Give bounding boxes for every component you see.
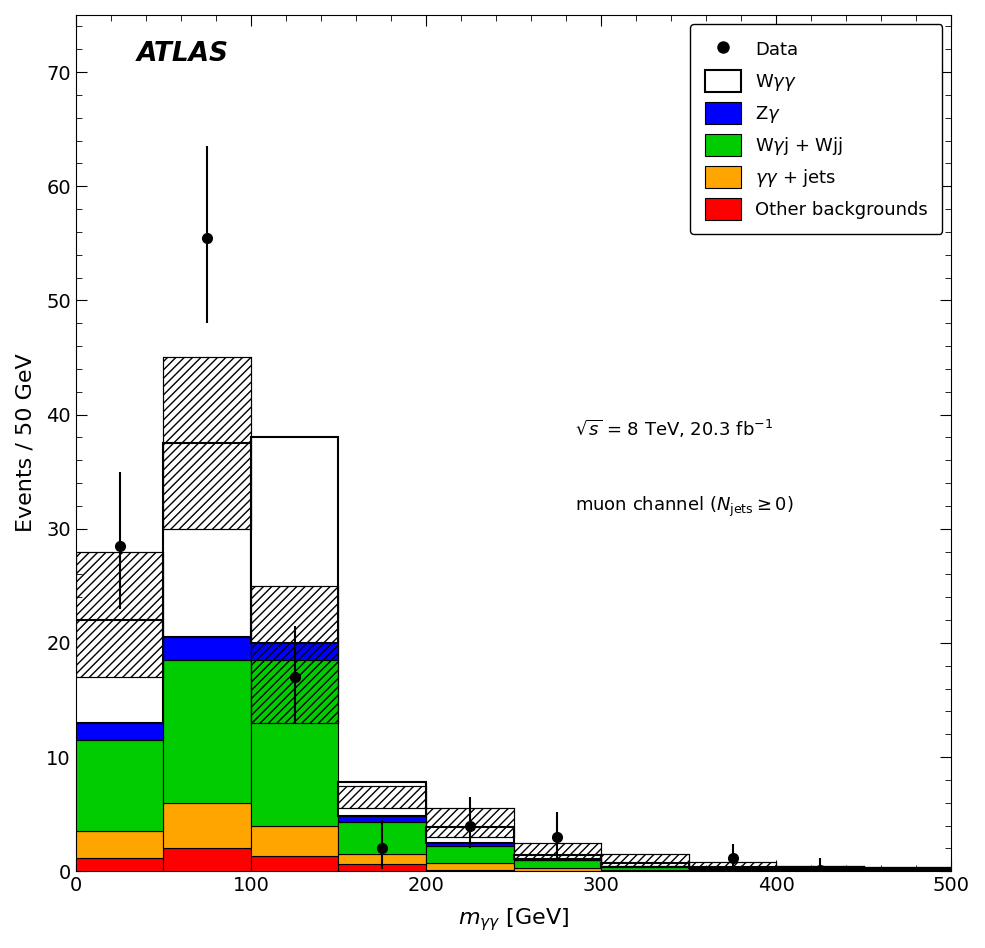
Bar — [513, 859, 601, 861]
Bar — [76, 831, 164, 858]
Bar — [513, 855, 601, 859]
Bar — [427, 809, 513, 837]
Bar — [339, 854, 427, 865]
Bar — [164, 848, 251, 871]
Bar — [251, 856, 339, 871]
Bar — [427, 846, 513, 863]
Bar — [601, 864, 689, 866]
Bar — [164, 803, 251, 848]
Bar — [601, 869, 689, 870]
Bar — [776, 866, 864, 869]
Bar — [689, 862, 776, 869]
Bar — [513, 868, 601, 870]
Bar — [427, 869, 513, 871]
Bar — [76, 740, 164, 831]
X-axis label: $m_{\gamma\gamma}$ [GeV]: $m_{\gamma\gamma}$ [GeV] — [458, 906, 569, 933]
Bar — [76, 722, 164, 740]
Text: ATLAS: ATLAS — [137, 41, 230, 66]
Bar — [164, 443, 251, 637]
Bar — [776, 869, 864, 870]
Bar — [164, 357, 251, 529]
Bar — [601, 854, 689, 866]
Text: $\sqrt{s}$ = 8 TeV, 20.3 fb$^{-1}$: $\sqrt{s}$ = 8 TeV, 20.3 fb$^{-1}$ — [575, 417, 773, 440]
Bar — [251, 643, 339, 660]
Bar — [689, 867, 776, 868]
Bar — [601, 867, 689, 869]
Bar — [251, 660, 339, 826]
Bar — [251, 586, 339, 722]
Bar — [513, 843, 601, 860]
Bar — [251, 437, 339, 643]
Bar — [776, 867, 864, 868]
Bar — [76, 552, 164, 677]
Bar — [76, 858, 164, 871]
Bar — [339, 865, 427, 871]
Bar — [427, 844, 513, 846]
Legend: Data, W$\gamma\gamma$, Z$\gamma$, W$\gamma$j + Wjj, $\gamma\gamma$ + jets, Other: Data, W$\gamma\gamma$, Z$\gamma$, W$\gam… — [690, 24, 943, 234]
Bar — [339, 816, 427, 822]
Bar — [251, 826, 339, 856]
Bar — [76, 620, 164, 722]
Bar — [339, 786, 427, 809]
Bar — [339, 822, 427, 854]
Bar — [427, 863, 513, 869]
Bar — [164, 637, 251, 660]
Y-axis label: Events / 50 GeV: Events / 50 GeV — [15, 354, 35, 533]
Bar — [689, 869, 776, 870]
Bar — [864, 866, 952, 870]
Bar — [513, 861, 601, 868]
Text: muon channel ($N_{\rm jets} \geq 0$): muon channel ($N_{\rm jets} \geq 0$) — [575, 495, 794, 519]
Bar — [164, 660, 251, 803]
Bar — [339, 782, 427, 816]
Bar — [427, 828, 513, 844]
